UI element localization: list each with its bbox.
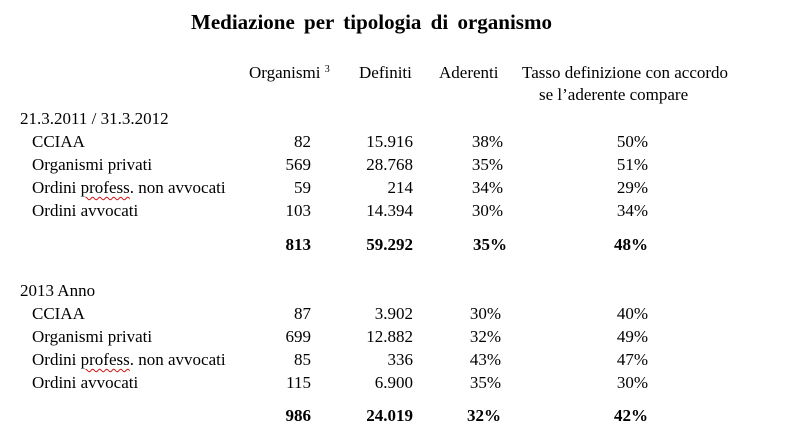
cell-organismi: 82 [294,132,311,151]
cell-aderenti: 35% [469,373,501,392]
cell-definiti: 28.768 [366,155,413,174]
cell-aderenti: 35% [471,155,503,174]
cell-definiti: 14.394 [366,201,413,220]
header-aderenti: Aderenti [439,63,499,82]
cell-organismi: 87 [294,304,311,323]
cell-aderenti: 43% [469,350,501,369]
cell-organismi: 699 [285,327,312,346]
cell-definiti: 336 [387,350,414,369]
cell-tasso: 51% [616,155,648,174]
cell-aderenti: 34% [471,178,503,197]
row-name: Organismi privati [32,155,153,174]
page-title: Mediazione per tipologia di organismo [191,10,552,34]
cell-definiti: 6.900 [374,373,413,392]
header-organismi: Organismi 3 [249,63,330,83]
spellcheck-underlined-word: profess [80,350,130,369]
section-label: 21.3.2011 / 31.3.2012 [20,109,169,128]
cell-definiti: 15.916 [366,132,413,151]
cell-organismi: 85 [294,350,311,369]
spellcheck-underlined-word: profess [80,178,130,197]
total-organismi: 813 [285,235,312,254]
cell-tasso: 29% [616,178,648,197]
row-name: Ordini avvocati [32,373,139,392]
header-tasso-line1: Tasso definizione con accordo [522,63,729,82]
cell-organismi: 569 [285,155,312,174]
total-definiti: 59.292 [366,235,413,254]
row-name: Ordini avvocati [32,201,139,220]
row-name: Organismi privati [32,327,153,346]
total-aderenti: 35% [473,235,507,254]
cell-tasso: 50% [616,132,648,151]
cell-tasso: 49% [616,327,648,346]
cell-organismi: 115 [286,373,311,392]
total-tasso: 42% [614,406,648,425]
row-name: Ordini profess. non avvocati [32,350,226,369]
cell-tasso: 30% [616,373,648,392]
cell-tasso: 40% [616,304,648,323]
header-organismi-label: Organismi [249,63,321,82]
cell-tasso: 34% [616,201,648,220]
header-tasso-line2: se l’aderente compare [539,85,689,104]
footnote-marker: 3 [324,64,330,75]
cell-definiti: 12.882 [366,327,413,346]
total-aderenti: 32% [467,406,501,425]
section-label: 2013 Anno [20,281,96,300]
cell-organismi: 59 [294,178,311,197]
cell-tasso: 47% [616,350,648,369]
cell-definiti: 3.902 [374,304,413,323]
cell-aderenti: 30% [471,201,503,220]
row-name: CCIAA [32,304,85,323]
cell-aderenti: 30% [469,304,501,323]
cell-definiti: 214 [387,178,414,197]
total-definiti: 24.019 [366,406,413,425]
total-organismi: 986 [285,406,312,425]
total-tasso: 48% [614,235,648,254]
row-name: Ordini profess. non avvocati [32,178,226,197]
cell-organismi: 103 [285,201,312,220]
cell-aderenti: 32% [469,327,501,346]
header-definiti: Definiti [359,63,412,82]
cell-aderenti: 38% [471,132,503,151]
row-name: CCIAA [32,132,85,151]
